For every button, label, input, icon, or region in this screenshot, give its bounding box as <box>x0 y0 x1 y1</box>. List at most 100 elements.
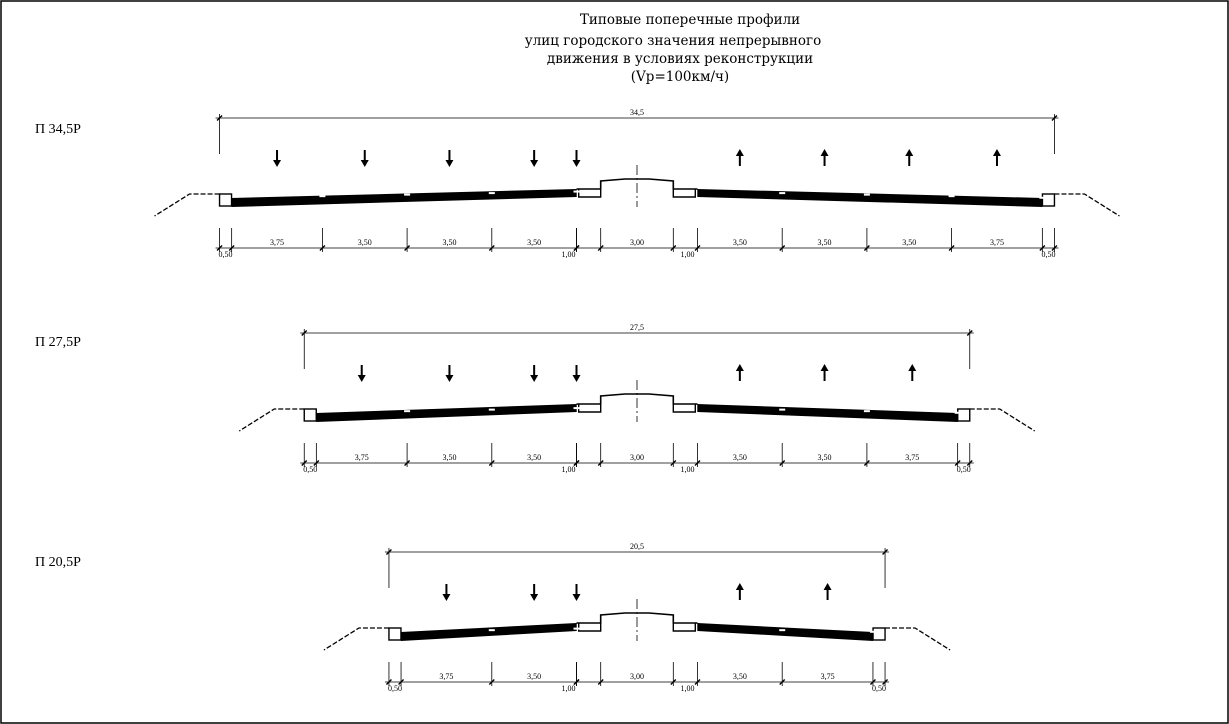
lane-width-dimensions: 0,50 0,50 3,75 3,50 3,50 1,00 3,00 1,00 3,50 3,50… <box>300 443 974 474</box>
lane-marking <box>488 192 495 195</box>
lane-marking <box>1039 196 1046 199</box>
profile-label-27-5: П 27,5Р <box>35 335 81 350</box>
left-edge-strip <box>218 193 233 207</box>
lane-width-label: 3,50 <box>442 453 456 462</box>
arrow-head <box>445 375 454 382</box>
traffic-arrow-up <box>735 364 744 381</box>
profile-2: 27,5 0,50 0,50 3,75 3,50 3,50 1,00 3,00 1,00 3,50… <box>238 323 1036 474</box>
dimension-tick <box>597 460 604 466</box>
safety-strip-label: 1,00 <box>681 684 695 693</box>
arrow-head <box>530 160 539 167</box>
lane-marking <box>948 195 955 198</box>
profile-label-34-5: П 34,5Р <box>35 122 81 137</box>
traffic-arrow-up <box>820 149 829 166</box>
dimension-tick <box>966 460 973 466</box>
traffic-arrow-down <box>530 584 539 601</box>
carriageways <box>388 623 886 641</box>
traffic-arrows <box>357 364 917 382</box>
dimension-tick <box>694 245 701 251</box>
dimension-tick <box>488 245 495 251</box>
lane-width-label: 3,50 <box>358 238 372 247</box>
dimension-tick <box>779 679 786 685</box>
safety-strip-label: 1,00 <box>562 684 576 693</box>
lane-marking <box>573 627 580 630</box>
right-slope <box>969 408 1036 432</box>
right-edge-strip <box>957 408 971 422</box>
dimension-tick <box>869 679 876 685</box>
dimension-tick <box>863 460 870 466</box>
lane-marking <box>779 192 786 195</box>
drawing-title: Типовые поперечные профили улиц городско… <box>525 12 821 85</box>
dimension-tick <box>670 679 677 685</box>
lane-marking <box>954 411 961 414</box>
median-width-label: 3,00 <box>630 453 644 462</box>
left-pavement <box>231 189 577 207</box>
arrow-head <box>820 364 829 371</box>
edge-strip-label: 0,50 <box>388 684 402 693</box>
edge-strip-label: 0,50 <box>219 250 233 259</box>
left-curb <box>578 404 602 413</box>
traffic-arrow-down <box>360 150 369 167</box>
left-edge-strip <box>303 408 317 422</box>
right-pavement <box>697 623 874 641</box>
arrow-head <box>442 594 451 601</box>
dimension-tick <box>694 460 701 466</box>
dimension-tick <box>319 245 326 251</box>
traffic-arrows <box>273 149 1001 167</box>
dimension-tick <box>1051 245 1058 251</box>
lane-width-label: 3,75 <box>905 453 919 462</box>
dimension-tick <box>1039 245 1046 251</box>
lane-marking <box>488 408 495 411</box>
right-curb <box>672 623 696 632</box>
dimension-tick <box>863 245 870 251</box>
safety-strip-label: 1,00 <box>562 250 576 259</box>
arrow-head <box>908 364 917 371</box>
overall-width-label: 27,5 <box>630 323 644 332</box>
lane-width-label: 3,50 <box>442 238 456 247</box>
arrow-head <box>530 594 539 601</box>
traffic-arrow-down <box>357 365 366 382</box>
right-pavement <box>697 189 1043 207</box>
lane-width-label: 3,75 <box>439 672 453 681</box>
side-slopes <box>238 408 1036 432</box>
arrow-head <box>735 364 744 371</box>
lane-marking <box>779 408 786 411</box>
right-slope <box>885 627 951 651</box>
right-curb <box>672 404 696 413</box>
dimension-tick <box>597 245 604 251</box>
lane-width-label: 3,50 <box>733 238 747 247</box>
lane-width-label: 3,50 <box>733 672 747 681</box>
dimension-tick <box>573 460 580 466</box>
left-slope <box>238 408 305 432</box>
profile-label-20-5: П 20,5Р <box>35 555 81 570</box>
traffic-arrow-up <box>992 149 1001 166</box>
arrow-head <box>905 149 914 156</box>
arrow-head <box>445 160 454 167</box>
arrow-head <box>820 149 829 156</box>
dimension-tick <box>573 679 580 685</box>
lane-width-label: 3,50 <box>733 453 747 462</box>
dimension-tick <box>966 330 973 336</box>
title-line-2: улиц городского значения непрерывного <box>525 33 821 49</box>
title-line-4: (Vр=100км/ч) <box>631 69 729 85</box>
median <box>576 178 698 198</box>
arrow-head <box>992 149 1001 156</box>
lane-width-label: 3,75 <box>821 672 835 681</box>
dimension-tick <box>779 460 786 466</box>
traffic-arrow-down <box>273 150 282 167</box>
arrow-head <box>572 594 581 601</box>
dimension-tick <box>694 679 701 685</box>
edge-strip-label: 0,50 <box>872 684 886 693</box>
lane-marking <box>573 407 580 410</box>
dimension-tick <box>882 679 889 685</box>
dimension-tick <box>779 245 786 251</box>
traffic-arrow-down <box>572 150 581 167</box>
median <box>576 612 698 632</box>
traffic-arrow-up <box>735 583 744 600</box>
profiles-layer: 34,5 0,50 0,50 3,75 3,50 3,50 3,50 1,00 3,00 1,00… <box>154 108 1120 693</box>
dimension-tick <box>404 245 411 251</box>
lane-marking <box>404 193 411 196</box>
dimension-tick <box>228 245 235 251</box>
